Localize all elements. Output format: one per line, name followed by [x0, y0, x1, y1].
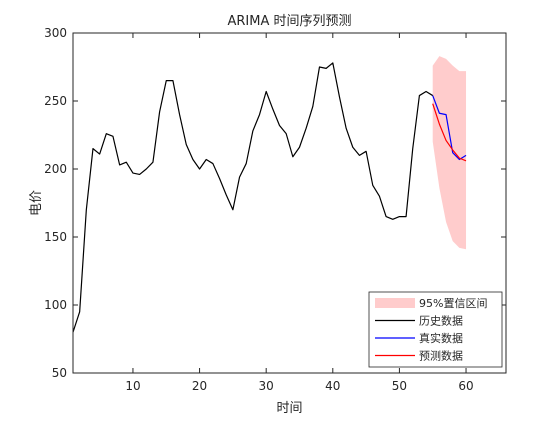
legend-actual-label: 真实数据	[419, 331, 463, 345]
confidence-band-area	[432, 56, 467, 250]
legend-confidence-swatch	[375, 298, 415, 308]
x-tick-label: 20	[192, 379, 207, 393]
y-tick-label: 200	[44, 162, 67, 176]
y-tick-label: 250	[44, 94, 67, 108]
y-tick-label: 50	[52, 366, 67, 380]
x-tick-label: 40	[325, 379, 340, 393]
forecast-series-line	[432, 103, 467, 162]
y-tick-label: 100	[44, 298, 67, 312]
y-axis-title: 电价	[29, 190, 44, 216]
y-tick-label: 300	[44, 26, 67, 40]
x-tick-label: 30	[259, 379, 274, 393]
tick-layer: 10 20 30 40 50 60 50 100 150 200 250 300	[44, 26, 506, 393]
legend-history-label: 历史数据	[419, 314, 463, 328]
x-tick-label: 60	[458, 379, 473, 393]
plot-border	[72, 32, 507, 374]
confidence-band-layer	[432, 56, 467, 250]
x-tick-label: 10	[125, 379, 140, 393]
x-axis-title: 时间	[276, 401, 302, 416]
y-tick-label: 150	[44, 230, 67, 244]
chart-title: ARIMA 时间序列预测	[227, 14, 351, 29]
series-layer	[72, 62, 467, 333]
history-series-line	[72, 62, 434, 333]
legend-forecast-label: 预测数据	[419, 349, 463, 363]
legend-confidence-label: 95%置信区间	[419, 297, 487, 310]
x-tick-label: 50	[392, 379, 407, 393]
